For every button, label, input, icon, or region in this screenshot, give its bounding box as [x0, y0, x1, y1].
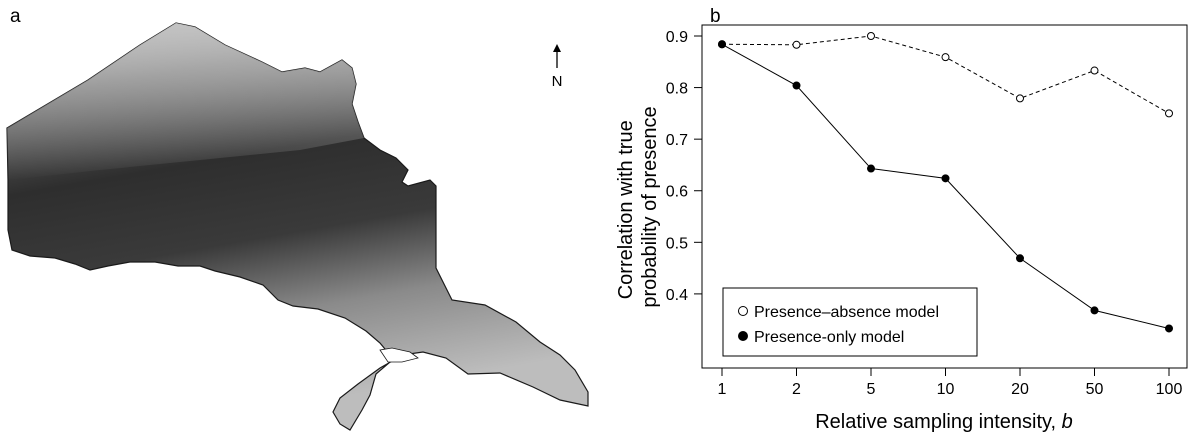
legend-marker-open [738, 306, 748, 316]
series-line-1 [721, 43, 1170, 329]
y-tick-label: 0.5 [666, 235, 688, 252]
y-tick-label: 0.7 [666, 132, 688, 149]
x-tick-label: 50 [1086, 381, 1104, 398]
data-point-series-0 [1090, 66, 1099, 75]
north-arrowhead-icon [553, 44, 561, 52]
y-axis-label-line2: probability of presence [639, 106, 661, 307]
y-axis: 0.4 0.5 0.6 0.7 0.8 0.9 [666, 29, 702, 304]
x-tick-label: 2 [792, 381, 801, 398]
map-northern-shade [7, 23, 364, 180]
data-point-series-0 [941, 53, 950, 62]
data-point-series-1 [1090, 306, 1099, 315]
data-point-series-1 [867, 164, 875, 173]
legend-label-presence-only: Presence-only model [754, 329, 904, 346]
x-axis-label-variable: b [1062, 411, 1073, 433]
x-tick-label: 5 [867, 381, 876, 398]
data-point-series-1 [718, 40, 726, 49]
y-tick-label: 0.8 [666, 81, 688, 98]
data-point-series-0 [1165, 109, 1173, 118]
legend-marker-filled [738, 331, 748, 341]
x-tick-label: 100 [1156, 381, 1183, 398]
x-axis-label-text: Relative sampling intensity, [815, 411, 1061, 433]
x-tick-label: 1 [718, 381, 727, 398]
series-layer [718, 32, 1173, 333]
north-label: N [552, 73, 563, 90]
x-axis: 1 2 5 10 20 50 100 [718, 368, 1183, 398]
map-lake-cutout [379, 347, 419, 363]
chart: 0.4 0.5 0.6 0.7 0.8 0.9 1 2 5 10 20 50 100 Presence… [615, 24, 1188, 433]
data-point-series-0 [867, 32, 875, 40]
panel-a-label: a [10, 6, 21, 27]
plot-frame [701, 24, 1188, 369]
legend-label-presence-absence: Presence–absence model [754, 304, 939, 321]
y-tick-label: 0.4 [666, 287, 688, 304]
map-region [6, 22, 589, 431]
y-tick-label: 0.6 [666, 184, 688, 201]
legend-box [722, 287, 978, 357]
legend: Presence–absence model Presence-only mod… [722, 287, 978, 357]
series-line-0 [721, 35, 1170, 114]
y-axis-label: Correlation with true probability of pre… [615, 106, 661, 307]
data-point-series-0 [1016, 94, 1024, 103]
y-tick-label: 0.9 [666, 29, 688, 46]
y-axis-label-line1: Correlation with true [615, 120, 637, 299]
data-point-series-1 [1016, 254, 1024, 263]
data-point-series-1 [792, 81, 801, 90]
data-point-series-1 [1165, 324, 1173, 333]
data-point-series-0 [792, 40, 801, 49]
x-axis-label: Relative sampling intensity, b [815, 411, 1073, 433]
panel-b-label: b [710, 6, 721, 27]
north-arrow: N [552, 44, 563, 90]
x-tick-label: 20 [1011, 381, 1029, 398]
data-point-series-1 [941, 174, 950, 183]
x-tick-label: 10 [937, 381, 955, 398]
